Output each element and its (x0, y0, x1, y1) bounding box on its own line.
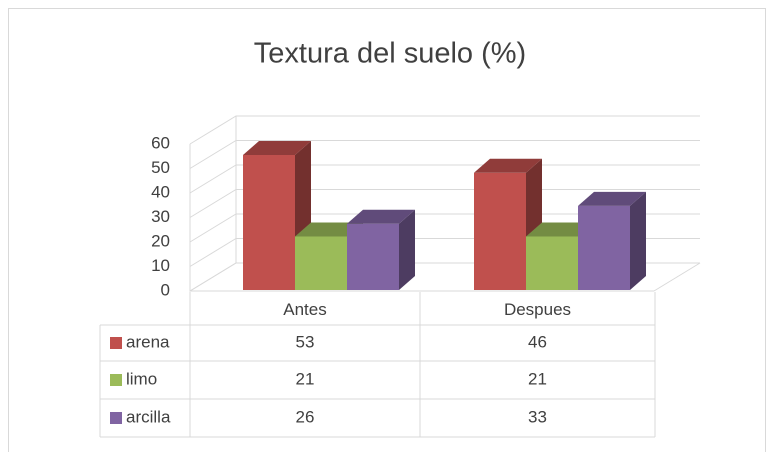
y-tick-label: 0 (161, 280, 170, 299)
table-value: 21 (528, 369, 547, 388)
bar-face (399, 209, 415, 290)
grid-line (189, 140, 700, 169)
table-value: 33 (528, 407, 547, 426)
legend-label: limo (126, 369, 157, 388)
bar-face (347, 223, 399, 290)
bar-face (347, 209, 415, 224)
legend-swatch (110, 412, 122, 424)
bar (578, 191, 646, 290)
legend-label: arcilla (126, 407, 171, 426)
table-value: 26 (296, 407, 315, 426)
grid-line (189, 189, 700, 218)
y-tick-label: 10 (151, 256, 170, 275)
x-tick-label: Antes (283, 300, 326, 319)
grid-line (189, 164, 700, 194)
bar-face (526, 222, 594, 237)
y-tick-label: 30 (151, 207, 170, 226)
y-tick-label: 40 (151, 182, 170, 201)
floor-line (653, 262, 701, 292)
legend-swatch (110, 374, 122, 386)
bar-face (474, 158, 542, 173)
table-value: 21 (296, 369, 315, 388)
bar-face (295, 236, 347, 290)
grid-line (189, 115, 700, 145)
bar-face (578, 191, 646, 206)
bar-face (474, 172, 526, 290)
bar-face (243, 154, 295, 290)
table-value: 46 (528, 332, 547, 351)
y-tick-label: 50 (151, 158, 170, 177)
legend-swatch (110, 337, 122, 349)
bar-face (526, 236, 578, 290)
bar-face (243, 140, 311, 155)
bar-face (295, 222, 363, 237)
x-tick-label: Despues (504, 300, 571, 319)
grid-line (189, 213, 700, 243)
y-tick-label: 60 (151, 133, 170, 152)
bar-face (630, 191, 646, 290)
y-tick-label: 20 (151, 231, 170, 250)
legend-label: arena (126, 332, 170, 351)
table-value: 53 (296, 332, 315, 351)
chart-title: Textura del suelo (%) (254, 38, 526, 70)
bar-face (578, 205, 630, 290)
bar (347, 209, 415, 290)
